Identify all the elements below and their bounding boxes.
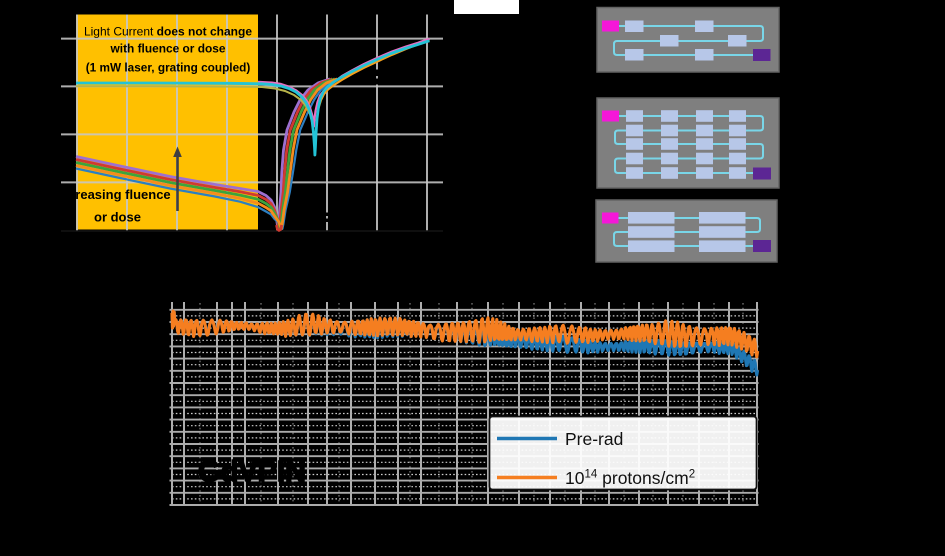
svg-text:Pre-rad: Pre-rad <box>565 429 623 449</box>
svg-text:with fluence or dose: with fluence or dose <box>110 42 226 56</box>
svg-text:GdVPIN: GdVPIN <box>198 456 306 488</box>
svg-text:Light Current does not change: Light Current does not change <box>84 25 252 39</box>
svg-text:1014 protons/cm2: 1014 protons/cm2 <box>565 468 695 488</box>
svg-text:(1 mW laser, grating coupled): (1 mW laser, grating coupled) <box>86 61 251 75</box>
svg-text:Increasing fluence: Increasing fluence <box>57 187 171 202</box>
svg-text:or dose: or dose <box>94 210 141 225</box>
